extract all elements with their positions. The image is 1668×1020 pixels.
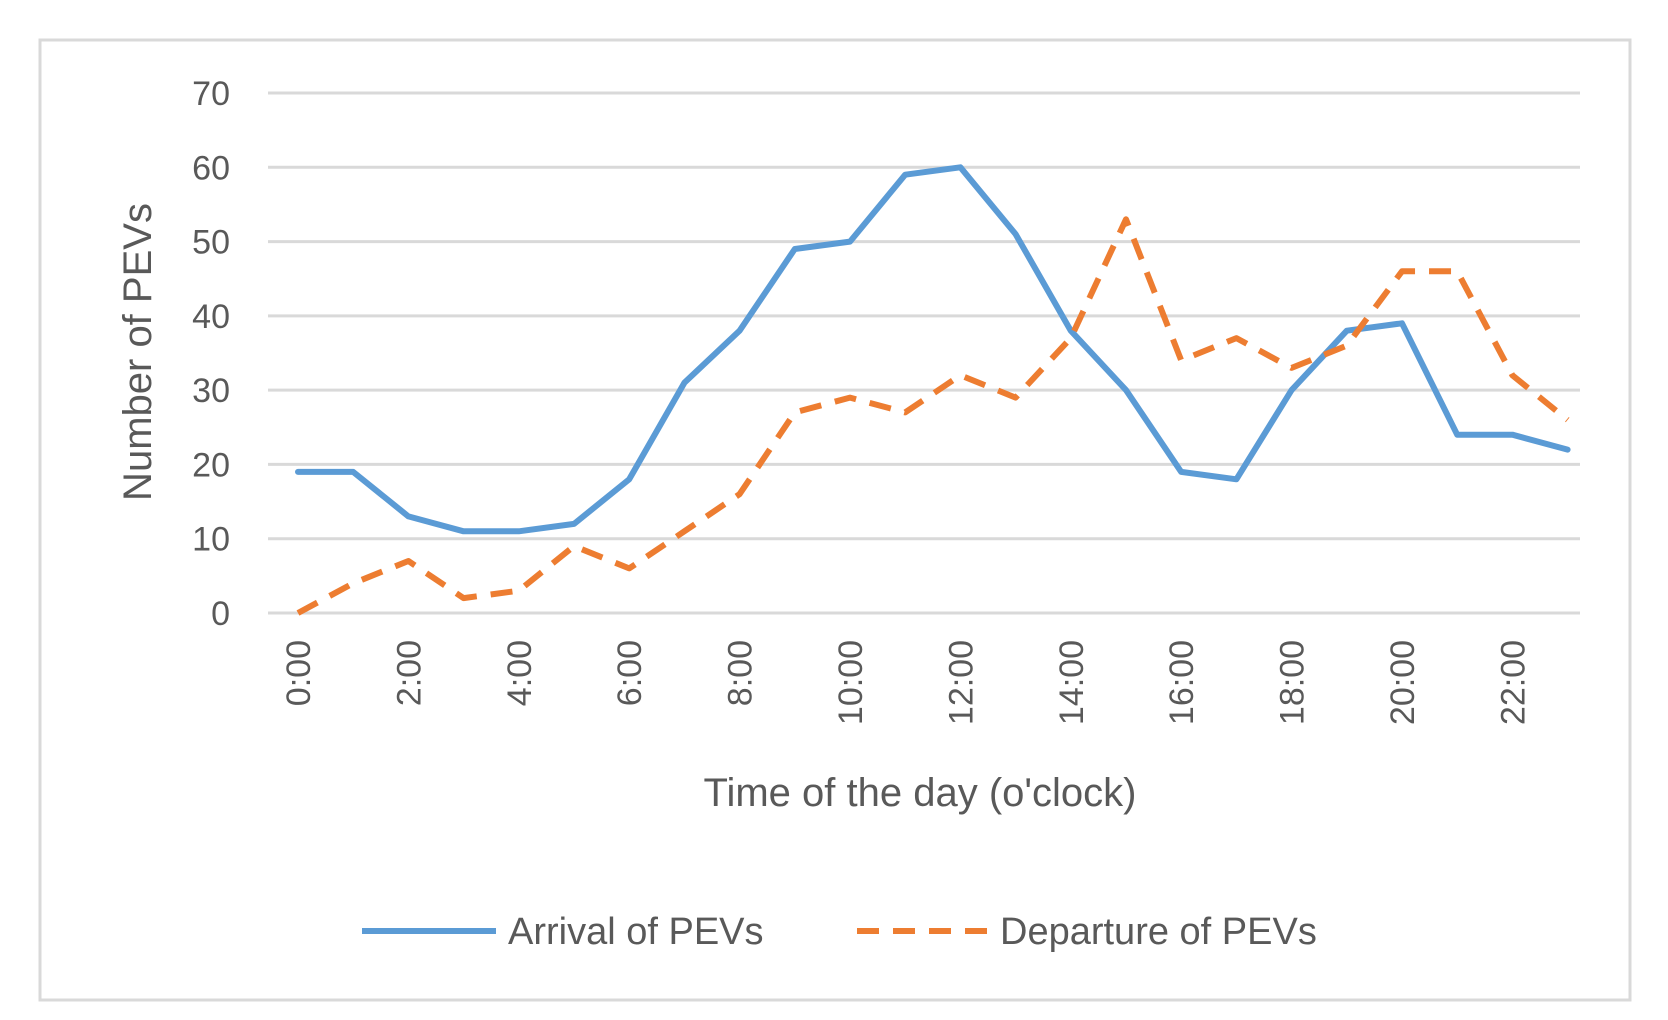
data-point-arrival (1454, 432, 1460, 438)
data-point-arrival (1565, 447, 1571, 453)
data-point-arrival (847, 239, 853, 245)
data-point-arrival (461, 528, 467, 534)
x-tick-label: 16:00 (1163, 640, 1201, 725)
data-point-departure (1178, 357, 1184, 363)
x-axis-title: Time of the day (o'clock) (704, 771, 1137, 815)
legend-label-arrival: Arrival of PEVs (508, 911, 764, 953)
data-point-arrival (1233, 476, 1239, 482)
y-axis-ticks: 0 10 20 30 40 50 60 70 (192, 75, 230, 633)
x-tick-label: 6:00 (611, 640, 649, 706)
data-point-departure (681, 528, 687, 534)
data-point-departure (737, 491, 743, 497)
data-point-arrival (1399, 320, 1405, 326)
data-point-departure (1233, 335, 1239, 341)
data-point-arrival (902, 172, 908, 178)
data-point-arrival (295, 469, 301, 475)
data-point-arrival (405, 513, 411, 519)
y-tick-label: 40 (192, 298, 230, 336)
data-point-arrival (1178, 469, 1184, 475)
data-point-departure (1399, 268, 1405, 274)
x-tick-label: 22:00 (1494, 640, 1532, 725)
data-point-departure (516, 588, 522, 594)
data-point-departure (295, 610, 301, 616)
x-tick-label: 10:00 (832, 640, 870, 725)
data-point-arrival (1344, 328, 1350, 334)
data-point-departure (1509, 372, 1515, 378)
x-tick-label: 18:00 (1274, 640, 1312, 725)
chart-frame (38, 38, 1632, 1002)
data-point-departure (1344, 343, 1350, 349)
data-point-arrival (957, 164, 963, 170)
data-point-arrival (681, 380, 687, 386)
data-point-departure (1454, 268, 1460, 274)
y-tick-label: 50 (192, 224, 230, 262)
y-axis-title: Number of PEVs (116, 203, 160, 501)
series-lines (295, 164, 1571, 616)
data-point-departure (1068, 335, 1074, 341)
y-tick-label: 0 (211, 595, 230, 633)
x-tick-label: 14:00 (1053, 640, 1091, 725)
x-tick-label: 0:00 (280, 640, 318, 706)
data-point-departure (405, 558, 411, 564)
x-tick-label: 12:00 (942, 640, 980, 725)
data-point-arrival (1123, 387, 1129, 393)
legend: Arrival of PEVs Departure of PEVs (362, 911, 1317, 953)
data-point-departure (1565, 417, 1571, 423)
y-tick-label: 60 (192, 149, 230, 187)
data-point-departure (461, 595, 467, 601)
data-point-arrival (1013, 231, 1019, 237)
data-point-arrival (1509, 432, 1515, 438)
data-point-departure (957, 372, 963, 378)
data-point-departure (1289, 365, 1295, 371)
data-point-arrival (571, 521, 577, 527)
data-point-departure (1013, 395, 1019, 401)
data-point-departure (792, 409, 798, 415)
data-point-departure (571, 543, 577, 549)
data-point-arrival (516, 528, 522, 534)
data-point-arrival (350, 469, 356, 475)
data-point-departure (350, 580, 356, 586)
y-tick-label: 20 (192, 446, 230, 484)
x-tick-label: 2:00 (390, 640, 428, 706)
data-point-departure (626, 565, 632, 571)
data-point-departure (902, 409, 908, 415)
data-point-arrival (1289, 387, 1295, 393)
y-tick-label: 10 (192, 521, 230, 559)
data-point-arrival (626, 476, 632, 482)
x-tick-label: 20:00 (1384, 640, 1422, 725)
y-tick-label: 70 (192, 75, 230, 113)
data-point-departure (1123, 216, 1129, 222)
y-tick-label: 30 (192, 372, 230, 410)
series-line-departure (296, 216, 1570, 616)
gridlines (268, 91, 1580, 615)
x-axis-ticks: 0:00 2:00 4:00 6:00 8:00 10:00 12:00 14:00 16:00… (280, 640, 1532, 725)
data-point-departure (847, 395, 853, 401)
data-point-arrival (792, 246, 798, 252)
legend-label-departure: Departure of PEVs (1000, 911, 1317, 953)
data-point-arrival (737, 328, 743, 334)
x-tick-label: 4:00 (501, 640, 539, 706)
x-tick-label: 8:00 (722, 640, 760, 706)
